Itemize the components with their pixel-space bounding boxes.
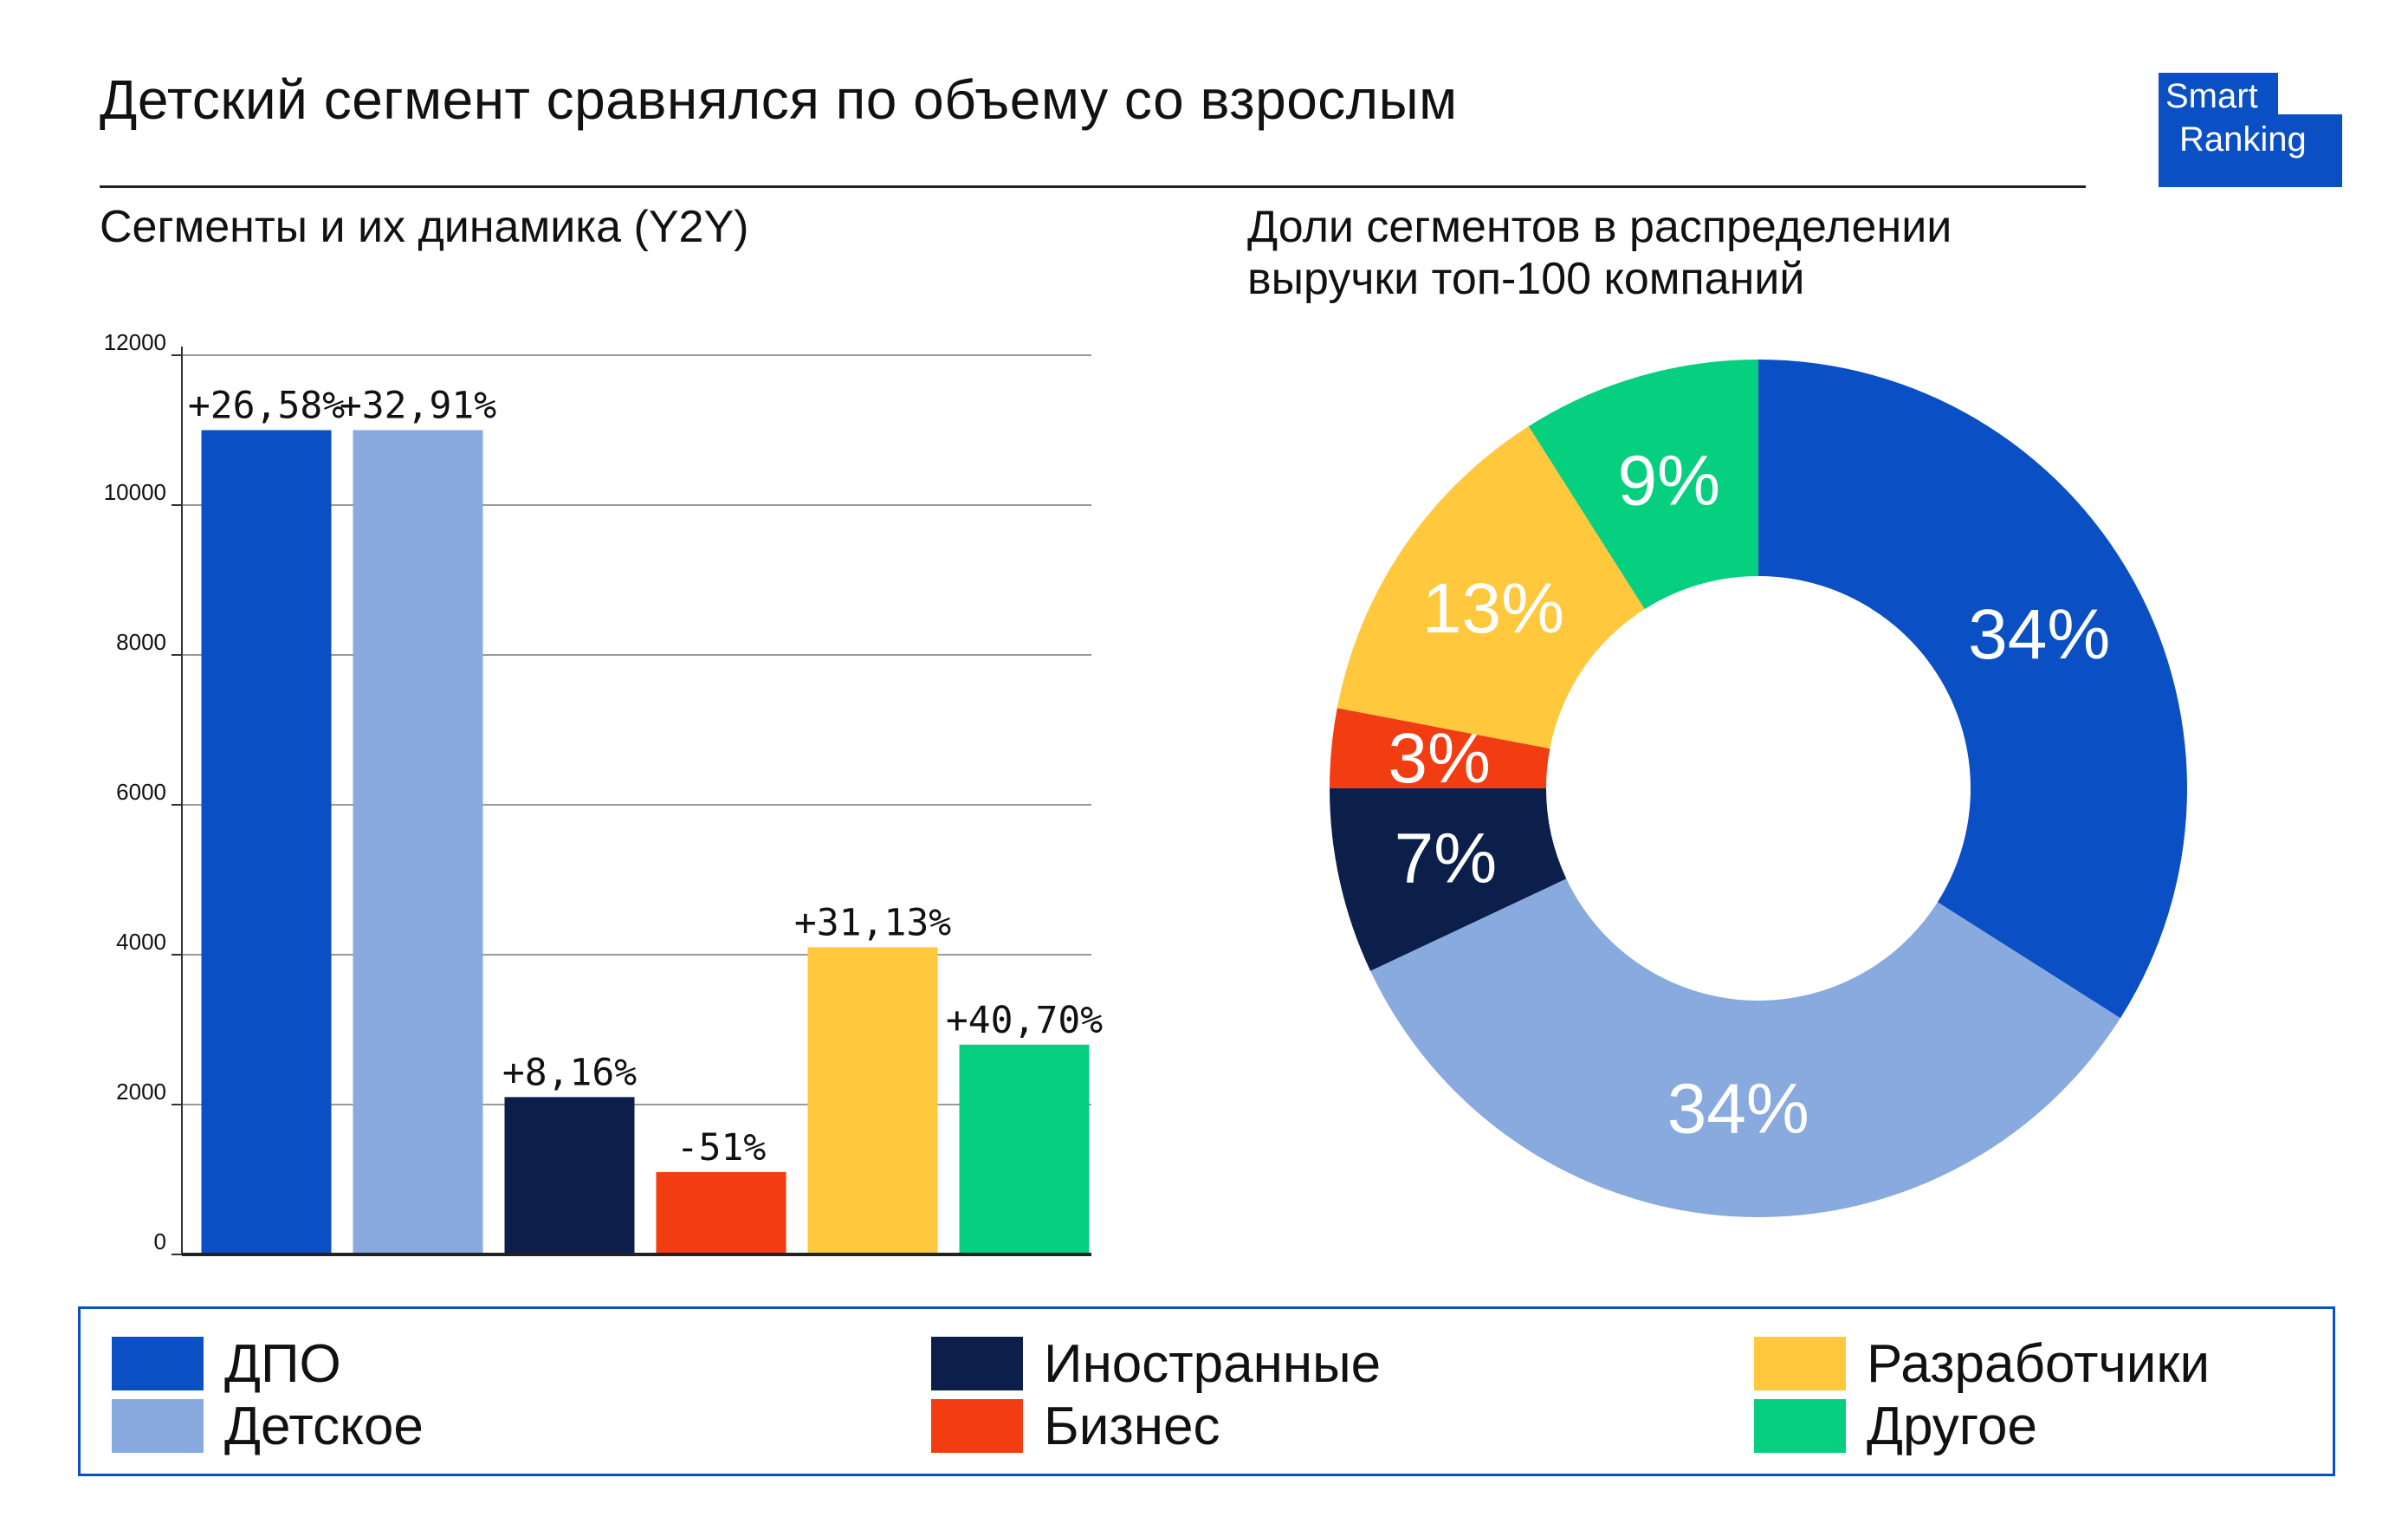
y-tick-label: 4000 — [116, 929, 166, 955]
donut-data-label: 13% — [1422, 569, 1564, 648]
donut-data-label: 34% — [1968, 595, 2110, 674]
legend-item-developers: Разработчики — [1754, 1333, 2210, 1394]
donut-slice-1 — [1370, 878, 2120, 1217]
legend-label: Разработчики — [1867, 1333, 2211, 1394]
bar-data-label: +31,13% — [794, 901, 951, 944]
donut-slice-2 — [1330, 788, 1567, 971]
donut-slice-4 — [1337, 426, 1645, 749]
legend-label: Бизнес — [1044, 1396, 1220, 1456]
legend-swatch — [931, 1337, 1023, 1390]
title-divider — [100, 185, 2086, 188]
legend-swatch — [112, 1399, 204, 1453]
legend-item-kids: Детское — [112, 1396, 424, 1456]
legend-swatch — [1754, 1399, 1846, 1453]
donut-data-label: 7% — [1395, 820, 1498, 898]
logo-block-top — [2159, 73, 2278, 114]
bar-1 — [353, 430, 483, 1254]
bar-3 — [656, 1171, 786, 1254]
bar-0 — [201, 430, 332, 1254]
bar-5 — [959, 1044, 1090, 1254]
donut-data-label: 9% — [1618, 442, 1721, 521]
bar-data-label: +32,91% — [340, 385, 496, 428]
page-title: Детский сегмент сравнялся по объему со в… — [100, 68, 1458, 131]
donut-data-label: 34% — [1667, 1069, 1809, 1148]
legend-swatch — [1754, 1337, 1846, 1390]
legend-item-other: Другое — [1754, 1396, 2037, 1456]
legend-item-business: Бизнес — [931, 1396, 1220, 1456]
legend-label: Иностранные — [1044, 1333, 1382, 1394]
legend: ДПО Детское Иностранные Бизнес Разработч… — [78, 1306, 2335, 1476]
y-tick-label: 0 — [154, 1228, 166, 1254]
bar-data-label: +40,70% — [946, 999, 1103, 1042]
donut-slice-0 — [1758, 360, 2187, 1019]
donut-slice-3 — [1330, 708, 1550, 788]
bar-2 — [504, 1097, 635, 1254]
legend-swatch — [112, 1337, 204, 1390]
y-tick-label: 2000 — [116, 1079, 166, 1105]
smart-ranking-logo: Smart Ranking — [2159, 73, 2342, 187]
bar-data-label: +8,16% — [502, 1051, 637, 1094]
y-tick-label: 12000 — [104, 329, 166, 355]
y-tick-label: 10000 — [104, 479, 166, 505]
bar-data-label: +26,58% — [188, 385, 345, 428]
logo-text-line1: Smart — [2165, 77, 2258, 115]
bar-chart-title: Сегменты и их динамика (Y2Y) — [100, 202, 749, 252]
bar-chart: 0 2000 4000 6000 8000 10000 12000 +26,58%+32,91… — [104, 329, 1103, 1256]
pie-chart-title: Доли сегментов в распределении выручки т… — [1247, 202, 1952, 304]
bar-4 — [807, 947, 938, 1254]
bar-data-label: -51% — [676, 1126, 767, 1170]
legend-label: Другое — [1867, 1396, 2037, 1456]
legend-item-dpo: ДПО — [112, 1333, 341, 1394]
legend-label: ДПО — [224, 1333, 341, 1394]
y-tick-label: 6000 — [116, 779, 166, 805]
legend-item-foreign: Иностранные — [931, 1333, 1381, 1394]
logo-block-bottom — [2159, 114, 2342, 187]
logo-text-line2: Ranking — [2179, 120, 2307, 159]
y-tick-label: 8000 — [116, 629, 166, 655]
legend-label: Детское — [224, 1396, 424, 1456]
donut-slice-5 — [1528, 360, 1758, 610]
donut-chart: 34%34%7%3%13%9% — [1330, 360, 2187, 1217]
legend-swatch — [931, 1399, 1023, 1453]
